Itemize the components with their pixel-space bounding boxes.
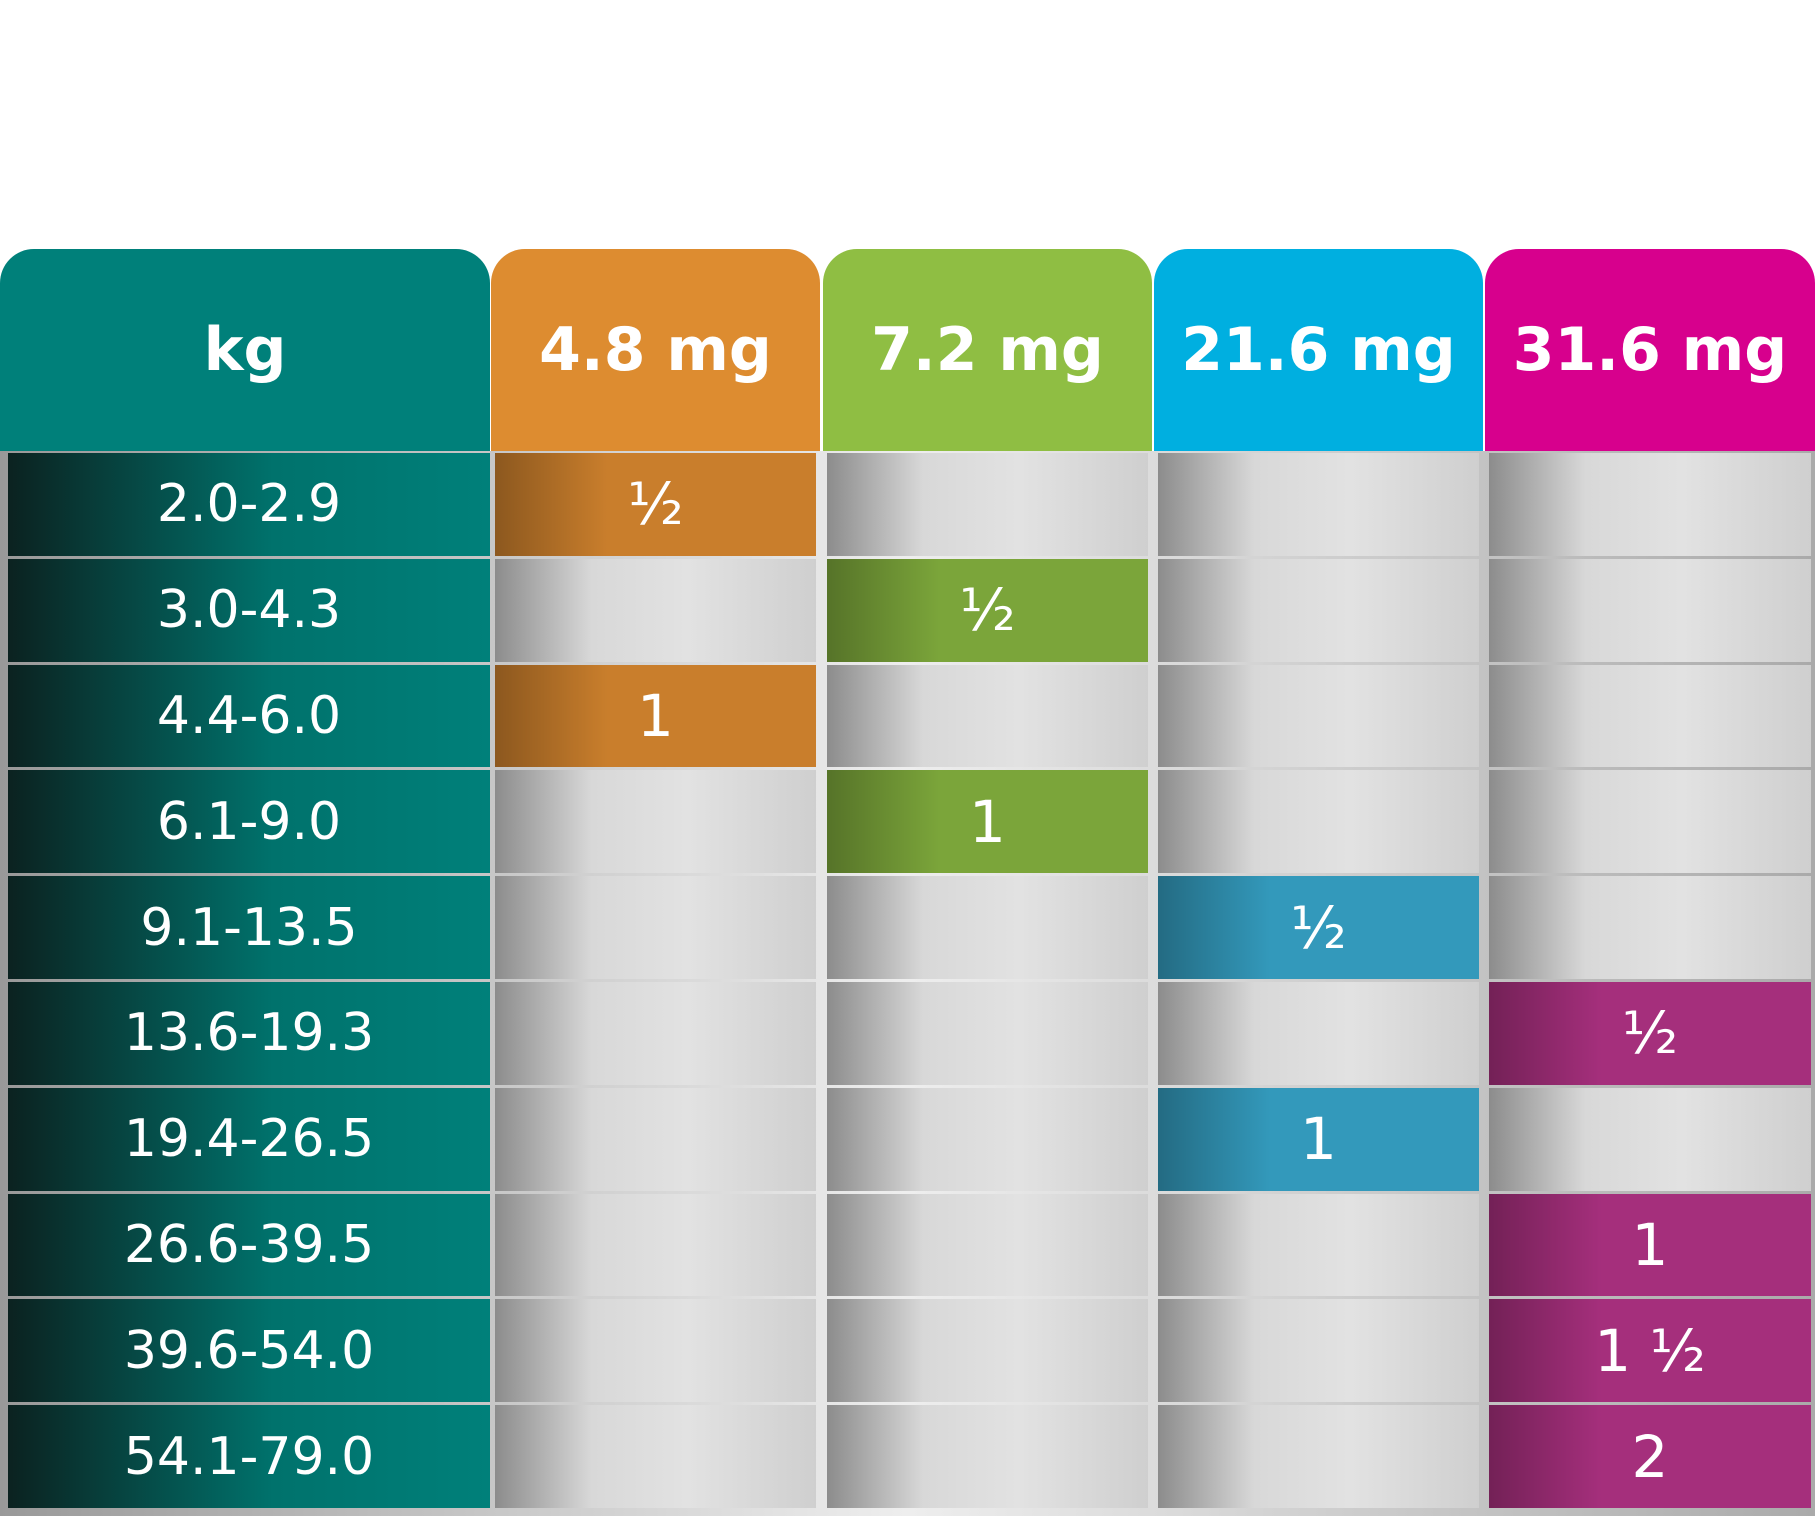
- weight-cell: 9.1-13.5: [8, 876, 490, 979]
- weight-cell: 54.1-79.0: [8, 1405, 490, 1508]
- empty-cell: [1489, 558, 1811, 662]
- empty-cell: [827, 876, 1148, 979]
- dose-cell: 1: [495, 664, 816, 768]
- header-cell: 21.6 mg: [1154, 249, 1483, 451]
- empty-cell: [1158, 770, 1479, 874]
- weight-cell: 3.0-4.3: [8, 558, 490, 662]
- empty-cell: [1489, 664, 1811, 768]
- empty-cell: [1158, 1193, 1479, 1297]
- dose-cell: ½: [1489, 982, 1811, 1085]
- empty-cell: [827, 1087, 1148, 1191]
- header-cell: 4.8 mg: [491, 249, 820, 451]
- empty-cell: [495, 1087, 816, 1191]
- empty-cell: [1158, 664, 1479, 768]
- empty-cell: [495, 558, 816, 662]
- empty-cell: [495, 876, 816, 979]
- empty-cell: [1158, 1299, 1479, 1403]
- dose-cell: ½: [827, 558, 1148, 662]
- empty-cell: [1489, 770, 1811, 874]
- dose-cell: 1: [1489, 1193, 1811, 1297]
- empty-cell: [827, 453, 1148, 556]
- empty-cell: [827, 1299, 1148, 1403]
- dose-cell: 1: [1158, 1087, 1479, 1191]
- empty-cell: [495, 1405, 816, 1508]
- dose-cell: ½: [495, 453, 816, 556]
- empty-cell: [1158, 558, 1479, 662]
- empty-cell: [1158, 453, 1479, 556]
- weight-cell: 39.6-54.0: [8, 1299, 490, 1403]
- dose-cell: ½: [1158, 876, 1479, 979]
- empty-cell: [495, 770, 816, 874]
- weight-cell: 26.6-39.5: [8, 1193, 490, 1297]
- weight-cell: 2.0-2.9: [8, 453, 490, 556]
- empty-cell: [827, 1405, 1148, 1508]
- empty-cell: [1489, 453, 1811, 556]
- dose-cell: 2: [1489, 1405, 1811, 1508]
- dose-cell: 1 ½: [1489, 1299, 1811, 1403]
- empty-cell: [1158, 1405, 1479, 1508]
- empty-cell: [495, 982, 816, 1085]
- empty-cell: [1489, 876, 1811, 979]
- weight-cell: 13.6-19.3: [8, 982, 490, 1085]
- dose-cell: 1: [827, 770, 1148, 874]
- weight-cell: 6.1-9.0: [8, 770, 490, 874]
- empty-cell: [827, 982, 1148, 1085]
- empty-cell: [495, 1299, 816, 1403]
- empty-cell: [827, 1193, 1148, 1297]
- empty-cell: [1489, 1087, 1811, 1191]
- weight-cell: 4.4-6.0: [8, 664, 490, 768]
- empty-cell: [1158, 982, 1479, 1085]
- empty-cell: [827, 664, 1148, 768]
- header-cell: 7.2 mg: [823, 249, 1152, 451]
- header-cell: 31.6 mg: [1485, 249, 1815, 451]
- empty-cell: [495, 1193, 816, 1297]
- header-cell: kg: [0, 249, 490, 451]
- weight-cell: 19.4-26.5: [8, 1087, 490, 1191]
